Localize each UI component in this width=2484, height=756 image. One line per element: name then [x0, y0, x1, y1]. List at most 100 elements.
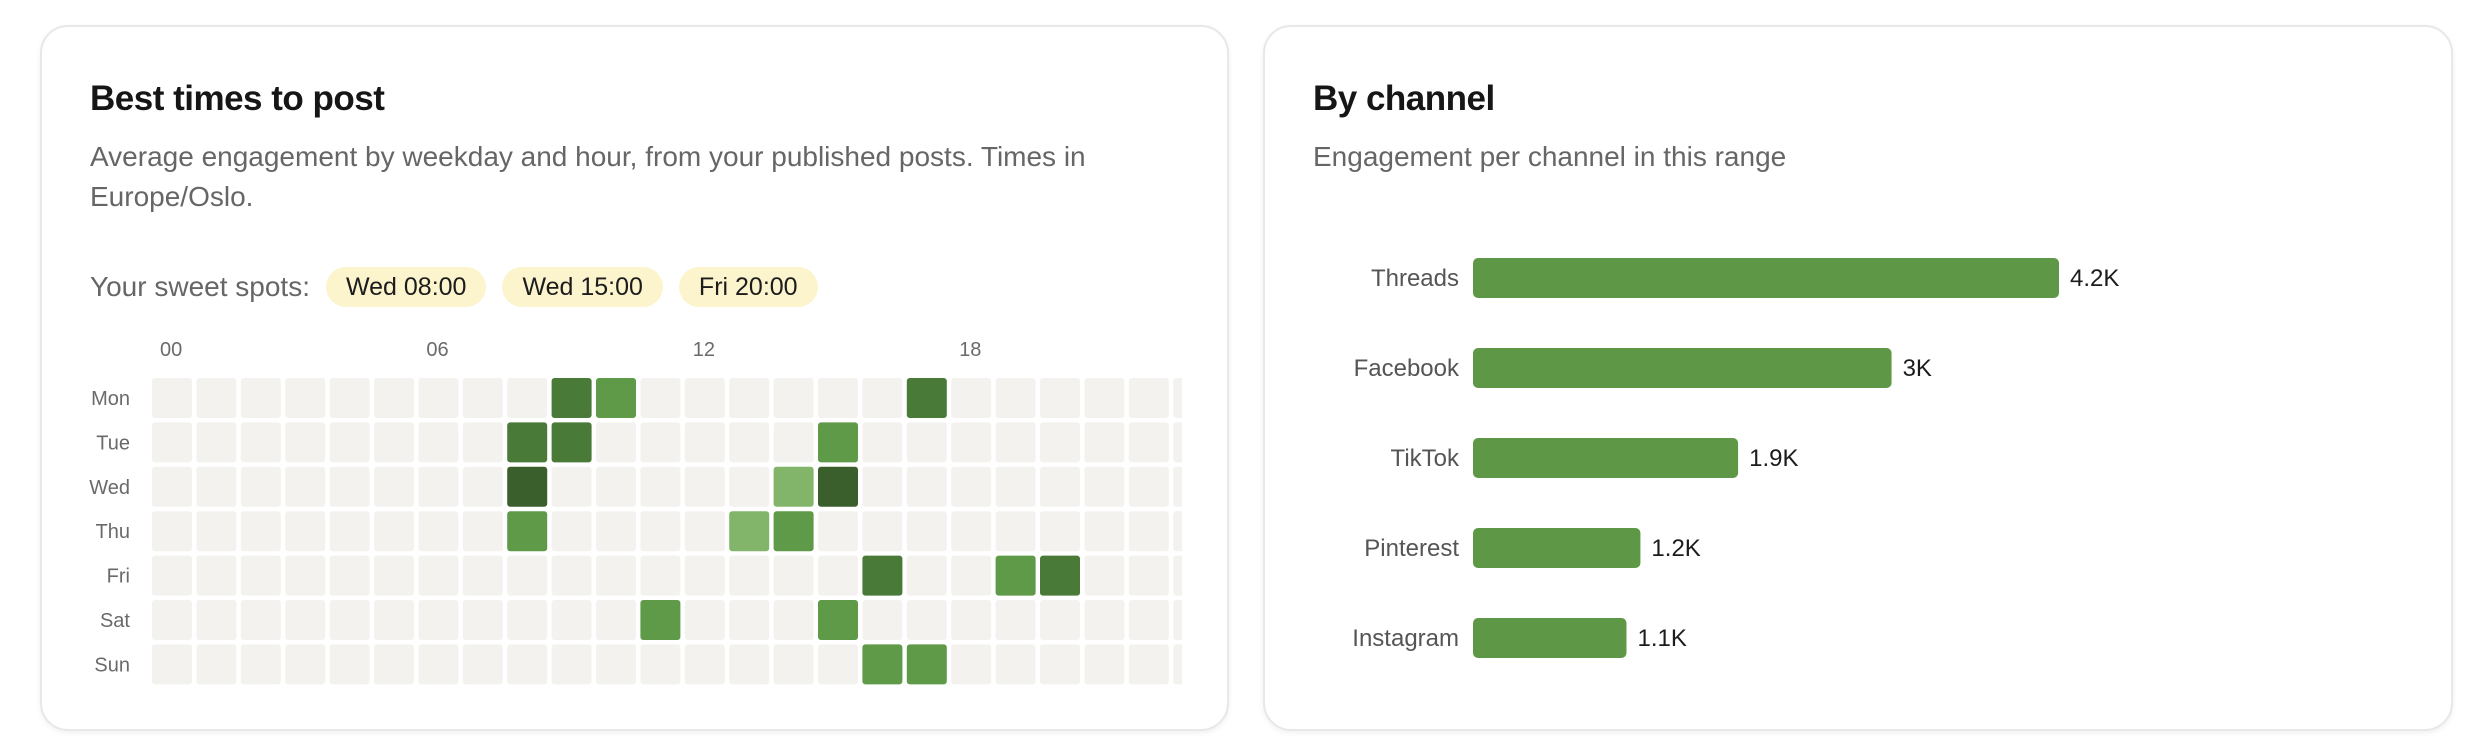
- heatmap-cell[interactable]: [462, 422, 503, 463]
- heatmap-cell[interactable]: [551, 555, 592, 596]
- heatmap-cell[interactable]: [551, 511, 592, 552]
- heatmap-cell[interactable]: [196, 422, 237, 463]
- heatmap-cell[interactable]: [818, 555, 858, 596]
- heatmap-cell[interactable]: [862, 511, 903, 552]
- heatmap-cell[interactable]: [906, 466, 947, 507]
- heatmap-cell[interactable]: [1040, 422, 1080, 463]
- heatmap-cell[interactable]: [285, 644, 326, 685]
- heatmap-cell[interactable]: [551, 422, 592, 463]
- heatmap-cell[interactable]: [329, 422, 370, 463]
- heatmap-cell[interactable]: [995, 422, 1036, 463]
- heatmap-cell[interactable]: [906, 555, 947, 596]
- heatmap-cell[interactable]: [640, 511, 681, 552]
- heatmap-cell[interactable]: [152, 378, 192, 418]
- heatmap-cell[interactable]: [862, 644, 903, 685]
- heatmap-cell[interactable]: [551, 378, 592, 418]
- heatmap-cell[interactable]: [906, 378, 947, 418]
- heatmap-cell[interactable]: [1173, 555, 1213, 596]
- heatmap-cell[interactable]: [240, 378, 281, 418]
- heatmap-cell[interactable]: [329, 555, 370, 596]
- heatmap-cell[interactable]: [951, 555, 992, 596]
- heatmap-cell[interactable]: [995, 378, 1036, 418]
- heatmap-cell[interactable]: [152, 555, 192, 596]
- heatmap-cell[interactable]: [640, 600, 681, 640]
- heatmap-cell[interactable]: [1040, 378, 1080, 418]
- heatmap-cell[interactable]: [196, 511, 237, 552]
- sweet-spot-chip[interactable]: Wed 08:00: [325, 267, 487, 307]
- heatmap-cell[interactable]: [818, 466, 858, 507]
- heatmap-cell[interactable]: [995, 555, 1036, 596]
- heatmap-cell[interactable]: [1128, 466, 1169, 507]
- heatmap-cell[interactable]: [1173, 422, 1213, 463]
- heatmap-cell[interactable]: [773, 466, 814, 507]
- heatmap-cell[interactable]: [1173, 378, 1213, 418]
- heatmap-cell[interactable]: [196, 644, 237, 685]
- heatmap-cell[interactable]: [329, 600, 370, 640]
- heatmap-cell[interactable]: [640, 644, 681, 685]
- heatmap-cell[interactable]: [507, 466, 548, 507]
- heatmap-cell[interactable]: [507, 378, 548, 418]
- heatmap-cell[interactable]: [596, 466, 636, 507]
- heatmap-cell[interactable]: [462, 600, 503, 640]
- heatmap-cell[interactable]: [773, 555, 814, 596]
- heatmap-cell[interactable]: [684, 378, 725, 418]
- heatmap-cell[interactable]: [240, 422, 281, 463]
- heatmap-cell[interactable]: [995, 466, 1036, 507]
- heatmap-cell[interactable]: [418, 422, 459, 463]
- heatmap-cell[interactable]: [196, 466, 237, 507]
- heatmap-cell[interactable]: [1128, 600, 1169, 640]
- heatmap-cell[interactable]: [1040, 555, 1080, 596]
- heatmap-cell[interactable]: [285, 511, 326, 552]
- heatmap-cell[interactable]: [152, 466, 192, 507]
- heatmap-cell[interactable]: [507, 555, 548, 596]
- heatmap-cell[interactable]: [329, 644, 370, 685]
- heatmap-cell[interactable]: [462, 466, 503, 507]
- heatmap-cell[interactable]: [1040, 600, 1080, 640]
- heatmap-cell[interactable]: [418, 466, 459, 507]
- heatmap-cell[interactable]: [1084, 511, 1125, 552]
- heatmap-cell[interactable]: [152, 600, 192, 640]
- heatmap-cell[interactable]: [196, 555, 237, 596]
- heatmap-cell[interactable]: [551, 600, 592, 640]
- heatmap-cell[interactable]: [862, 422, 903, 463]
- heatmap-cell[interactable]: [1173, 466, 1213, 507]
- heatmap-cell[interactable]: [329, 466, 370, 507]
- heatmap-cell[interactable]: [196, 600, 237, 640]
- heatmap-cell[interactable]: [240, 644, 281, 685]
- heatmap-cell[interactable]: [951, 378, 992, 418]
- heatmap-cell[interactable]: [684, 466, 725, 507]
- heatmap-cell[interactable]: [818, 378, 858, 418]
- heatmap-cell[interactable]: [240, 555, 281, 596]
- heatmap-cell[interactable]: [1128, 644, 1169, 685]
- heatmap-cell[interactable]: [462, 644, 503, 685]
- heatmap-cell[interactable]: [1084, 378, 1125, 418]
- heatmap-cell[interactable]: [1128, 422, 1169, 463]
- heatmap-cell[interactable]: [374, 511, 414, 552]
- heatmap-cell[interactable]: [729, 511, 770, 552]
- heatmap-cell[interactable]: [773, 600, 814, 640]
- heatmap-cell[interactable]: [596, 511, 636, 552]
- heatmap-cell[interactable]: [374, 466, 414, 507]
- heatmap-cell[interactable]: [818, 600, 858, 640]
- heatmap-cell[interactable]: [1084, 600, 1125, 640]
- heatmap-cell[interactable]: [240, 466, 281, 507]
- heatmap-cell[interactable]: [285, 378, 326, 418]
- heatmap-cell[interactable]: [1128, 378, 1169, 418]
- heatmap-cell[interactable]: [995, 600, 1036, 640]
- heatmap-cell[interactable]: [596, 600, 636, 640]
- heatmap-cell[interactable]: [418, 600, 459, 640]
- heatmap-cell[interactable]: [1173, 511, 1213, 552]
- heatmap-cell[interactable]: [329, 378, 370, 418]
- heatmap-cell[interactable]: [418, 511, 459, 552]
- heatmap-cell[interactable]: [818, 644, 858, 685]
- channel-bar[interactable]: [1473, 438, 1739, 478]
- heatmap-cell[interactable]: [729, 422, 770, 463]
- heatmap-cell[interactable]: [507, 600, 548, 640]
- heatmap-cell[interactable]: [862, 466, 903, 507]
- sweet-spot-chip[interactable]: Fri 20:00: [678, 267, 818, 307]
- heatmap-cell[interactable]: [773, 378, 814, 418]
- channel-bar[interactable]: [1473, 528, 1641, 568]
- heatmap-cell[interactable]: [1128, 555, 1169, 596]
- heatmap-cell[interactable]: [951, 511, 992, 552]
- heatmap-cell[interactable]: [507, 422, 548, 463]
